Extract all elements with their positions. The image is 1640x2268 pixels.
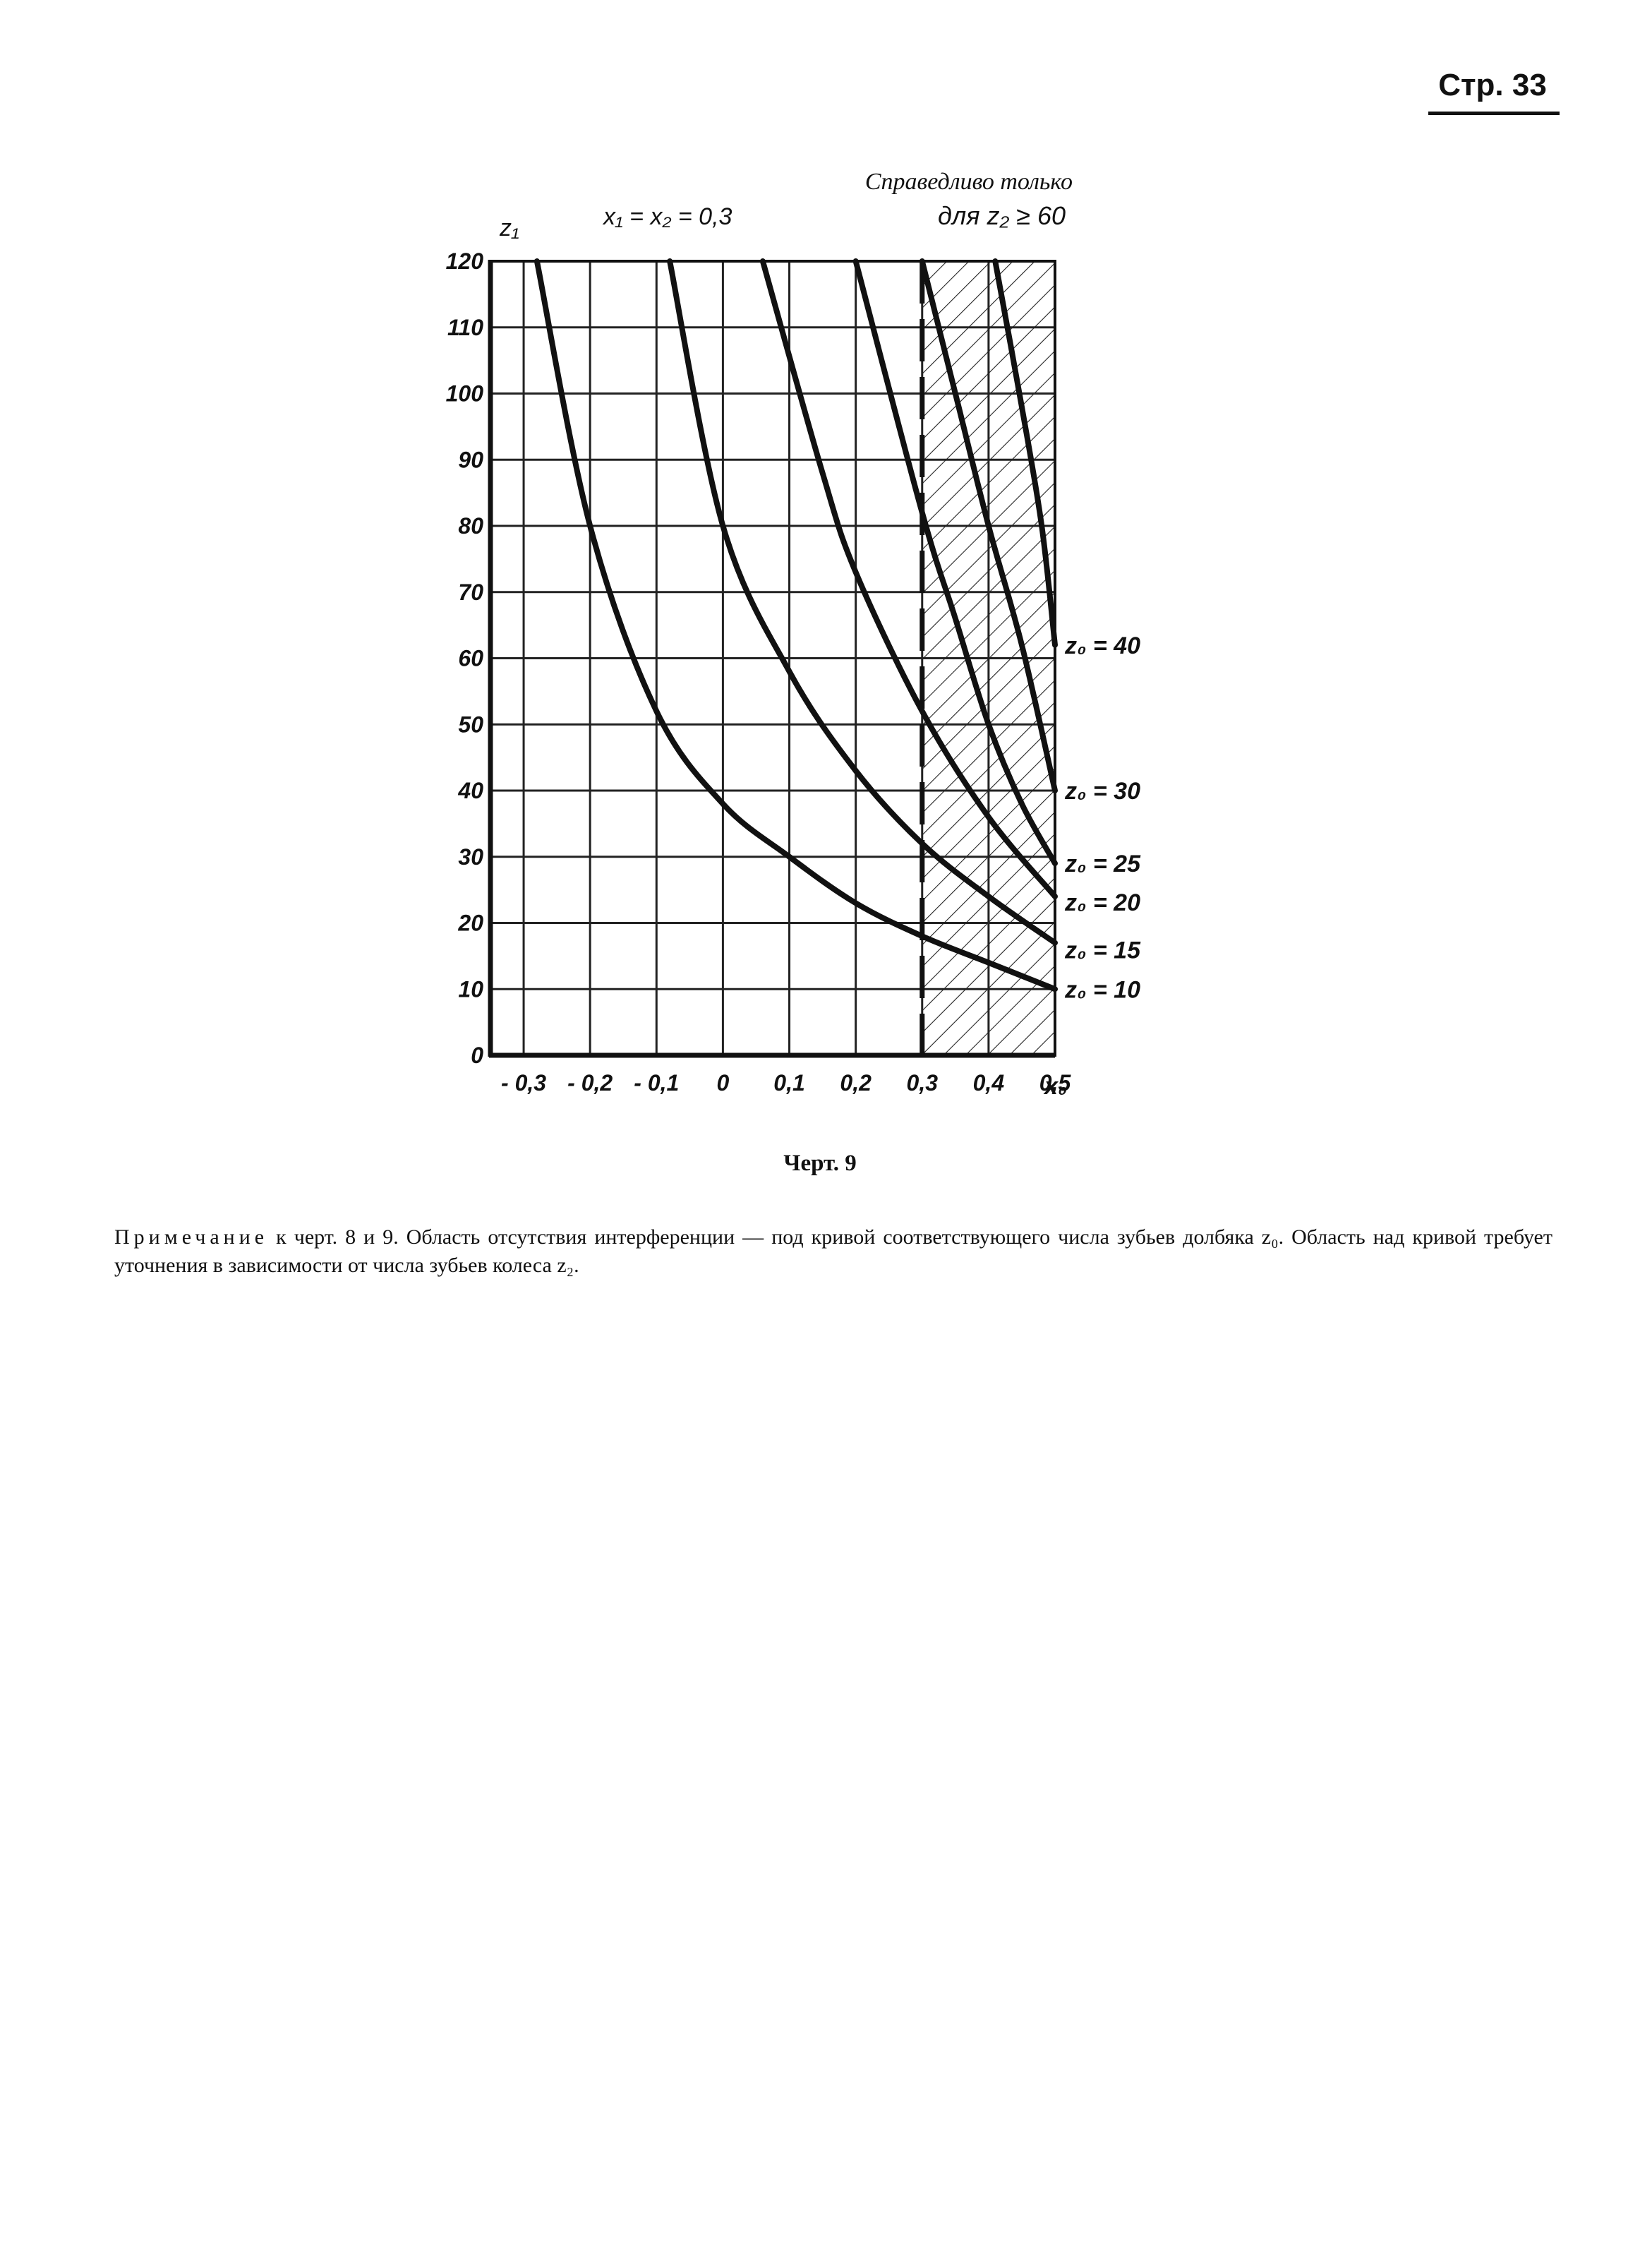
note-heading: Примечание <box>114 1225 269 1249</box>
curve-label: z₀ = 15 <box>1064 937 1141 964</box>
interference-chart: z₀ = 10 z₀ = 15 z₀ = 20 z₀ = 25 z₀ = 30 z₀ = … <box>446 169 1141 1100</box>
y-tick-labels: 0 10 20 30 40 50 60 70 80 90 100 110 120 <box>446 248 484 1068</box>
curves <box>533 258 1058 992</box>
note-text: к черт. 8 и 9. Область отсутствия интерф… <box>114 1225 1552 1277</box>
x-tick-labels: - 0,3 - 0,2 - 0,1 0 0,1 0,2 0,3 0,4 0,5 <box>501 1070 1071 1096</box>
curve-label: z₀ = 30 <box>1064 778 1140 805</box>
curve-line <box>667 258 1058 946</box>
x-tick-label: - 0,1 <box>634 1070 679 1096</box>
curve-label: z₀ = 25 <box>1064 851 1141 877</box>
y-tick-label: 70 <box>458 580 483 605</box>
x-tick-label: 0,1 <box>773 1070 804 1096</box>
curve-line <box>852 258 1058 867</box>
y-tick-label: 90 <box>458 447 483 472</box>
curve-label: z₀ = 40 <box>1064 632 1140 659</box>
x-tick-label: - 0,2 <box>567 1070 613 1096</box>
x-tick-label: 0 <box>717 1070 730 1096</box>
y-tick-label: 50 <box>458 712 483 737</box>
y-tick-label: 100 <box>446 381 484 407</box>
curve-line <box>992 258 1058 648</box>
curve-line <box>919 258 1058 793</box>
curve-line <box>759 258 1058 899</box>
page-number-underline <box>1428 112 1560 115</box>
figure-note: Примечание к черт. 8 и 9. Область отсутс… <box>114 1223 1552 1280</box>
curve-label: z₀ = 20 <box>1064 889 1140 916</box>
curve-labels: z₀ = 10 z₀ = 15 z₀ = 20 z₀ = 25 z₀ = 30 z₀ = … <box>1064 632 1141 1004</box>
x-tick-label: 0,5 <box>1039 1070 1072 1096</box>
x-tick-label: 0,2 <box>840 1070 872 1096</box>
figure-caption: Черт. 9 <box>783 1151 857 1176</box>
y-axis-label: z₁ <box>499 215 519 241</box>
y-tick-label: 60 <box>458 646 483 671</box>
y-tick-label: 80 <box>458 513 483 539</box>
x1-x2-annotation: x₁ = x₂ = 0,3 <box>602 203 732 230</box>
y-tick-label: 120 <box>446 248 484 274</box>
y-tick-label: 0 <box>471 1043 483 1068</box>
validity-note-line1: Справедливо только <box>865 169 1073 195</box>
curve-label: z₀ = 10 <box>1064 976 1140 1003</box>
page-number: Стр. 33 <box>1438 68 1547 102</box>
y-tick-label: 10 <box>458 976 483 1002</box>
curve-line <box>533 258 1058 992</box>
y-tick-label: 110 <box>447 315 483 340</box>
chart-axes <box>488 260 1056 1058</box>
x-tick-label: - 0,3 <box>501 1070 546 1096</box>
plot-frame <box>489 260 1056 1057</box>
x-axis-label: x₀ <box>1043 1073 1067 1100</box>
y-tick-label: 30 <box>458 844 483 870</box>
validity-note-line2: для z₂ ≥ 60 <box>938 201 1066 230</box>
y-tick-label: 40 <box>457 778 483 803</box>
y-tick-label: 20 <box>457 911 483 936</box>
x-tick-label: 0,4 <box>973 1070 1005 1096</box>
x-tick-label: 0,3 <box>907 1070 939 1096</box>
